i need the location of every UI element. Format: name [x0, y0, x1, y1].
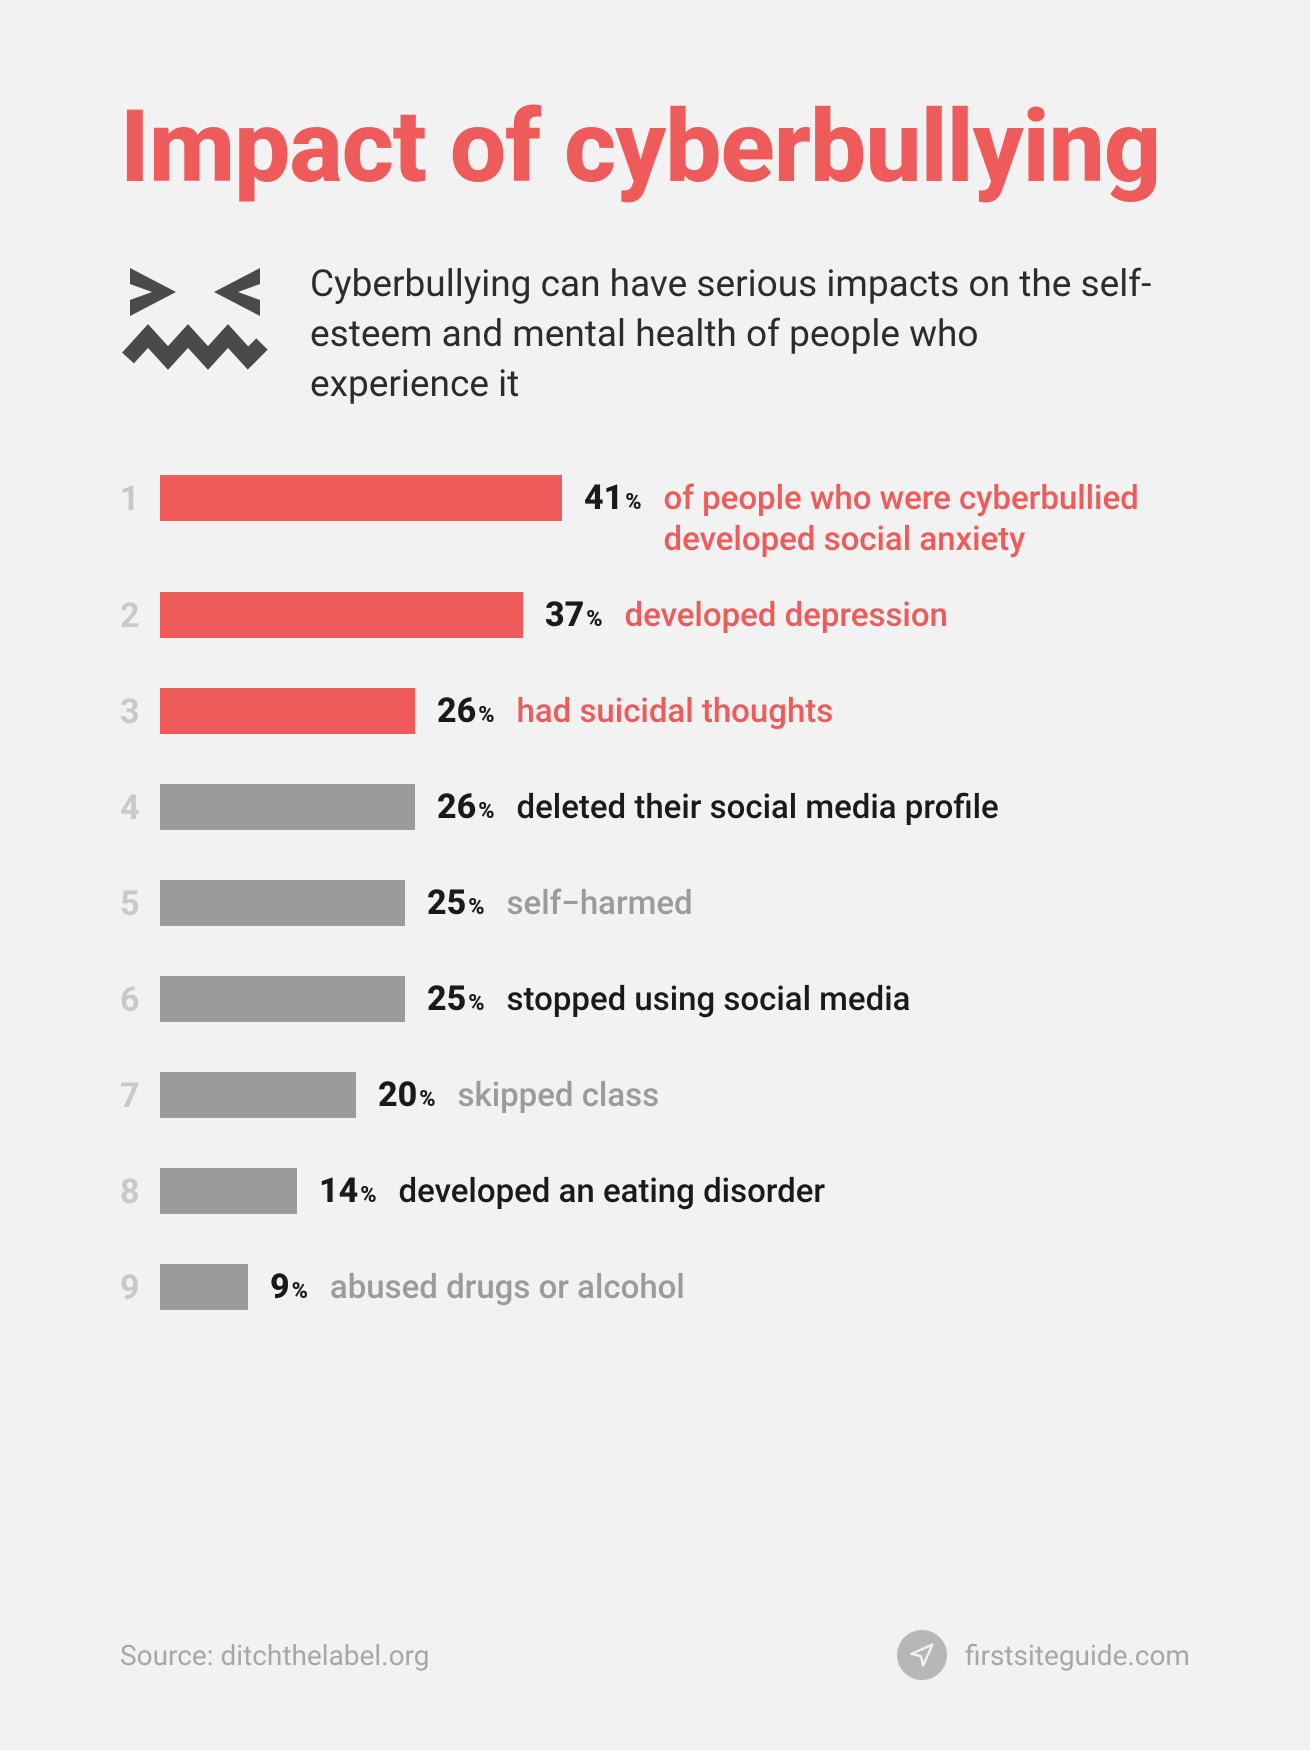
bar-row: 9 9% abused drugs or alcohol: [120, 1264, 1190, 1310]
percent-value: 9%: [270, 1267, 308, 1307]
source-prefix: Source:: [120, 1639, 221, 1672]
bar-text: 26% had suicidal thoughts: [415, 688, 1190, 732]
bar-row: 1 41% of people who were cyberbullied deve…: [120, 475, 1190, 561]
bar-wrap: [160, 592, 523, 638]
percent-value: 25%: [427, 979, 485, 1019]
bar: [160, 784, 415, 830]
bar-wrap: [160, 475, 562, 521]
bar-chart: 1 41% of people who were cyberbullied deve…: [120, 475, 1190, 1361]
bar: [160, 1072, 356, 1118]
page-title: Impact of cyberbullying: [120, 95, 1190, 200]
bar: [160, 475, 562, 521]
bar-wrap: [160, 1264, 248, 1310]
percent-sign: %: [419, 1087, 435, 1112]
bar-text: 25% stopped using social media: [405, 976, 1190, 1020]
bar-wrap: [160, 880, 405, 926]
percent-value: 26%: [437, 787, 495, 827]
bar-row: 4 26% deleted their social media profile: [120, 784, 1190, 830]
percent-sign: %: [360, 1183, 376, 1208]
percent-value: 14%: [319, 1171, 377, 1211]
percent-sign: %: [478, 703, 494, 728]
bar-text: 20% skipped class: [356, 1072, 1190, 1116]
rank-number: 4: [120, 784, 160, 828]
infographic-page: Impact of cyberbullying Cyberbullying ca…: [0, 0, 1310, 1750]
bar-label: deleted their social media profile: [517, 787, 999, 828]
bar-text: 41% of people who were cyberbullied devel…: [562, 475, 1190, 561]
bar: [160, 1168, 297, 1214]
bar-wrap: [160, 1072, 356, 1118]
percent-sign: %: [586, 607, 602, 632]
rank-number: 7: [120, 1072, 160, 1116]
bar-row: 7 20% skipped class: [120, 1072, 1190, 1118]
bar-label: abused drugs or alcohol: [330, 1267, 685, 1308]
percent-value: 25%: [427, 883, 485, 923]
rank-number: 8: [120, 1168, 160, 1212]
bar-label: self−harmed: [507, 883, 693, 924]
subtitle: Cyberbullying can have serious impacts o…: [310, 260, 1160, 410]
bar-label: stopped using social media: [507, 979, 911, 1020]
percent-sign: %: [292, 1279, 308, 1304]
bar-wrap: [160, 1168, 297, 1214]
bar-text: 14% developed an eating disorder: [297, 1168, 1190, 1212]
bar: [160, 1264, 248, 1310]
percent-sign: %: [625, 490, 641, 515]
bar-text: 37% developed depression: [523, 592, 1190, 636]
bar: [160, 688, 415, 734]
percent-value: 20%: [378, 1075, 436, 1115]
bar-text: 26% deleted their social media profile: [415, 784, 1190, 828]
bar: [160, 880, 405, 926]
footer: Source: ditchthelabel.org firstsiteguide…: [120, 1630, 1190, 1680]
bar-text: 9% abused drugs or alcohol: [248, 1264, 1190, 1308]
source-name: ditchthelabel.org: [221, 1639, 430, 1672]
percent-value: 41%: [584, 478, 642, 518]
source-text: Source: ditchthelabel.org: [120, 1639, 430, 1672]
bar-wrap: [160, 976, 405, 1022]
bar-row: 3 26% had suicidal thoughts: [120, 688, 1190, 734]
bar-label: skipped class: [458, 1075, 660, 1116]
rank-number: 6: [120, 976, 160, 1020]
bar-row: 2 37% developed depression: [120, 592, 1190, 638]
bar-wrap: [160, 784, 415, 830]
bar: [160, 976, 405, 1022]
bar-label: developed an eating disorder: [399, 1171, 826, 1212]
brand-text: firstsiteguide.com: [965, 1639, 1190, 1672]
rank-number: 5: [120, 880, 160, 924]
bar-label: of people who were cyberbullied develope…: [664, 478, 1190, 561]
bar-wrap: [160, 688, 415, 734]
bar-row: 6 25% stopped using social media: [120, 976, 1190, 1022]
percent-sign: %: [468, 991, 484, 1016]
bar-text: 25% self−harmed: [405, 880, 1190, 924]
percent-sign: %: [468, 895, 484, 920]
rank-number: 9: [120, 1264, 160, 1308]
percent-value: 37%: [545, 595, 603, 635]
paper-plane-icon: [897, 1630, 947, 1680]
bar-label: developed depression: [625, 595, 948, 636]
bar-row: 5 25% self−harmed: [120, 880, 1190, 926]
rank-number: 2: [120, 592, 160, 636]
bar-row: 8 14% developed an eating disorder: [120, 1168, 1190, 1214]
bar-label: had suicidal thoughts: [517, 691, 834, 732]
brand: firstsiteguide.com: [897, 1630, 1190, 1680]
percent-value: 26%: [437, 691, 495, 731]
rank-number: 3: [120, 688, 160, 732]
percent-sign: %: [478, 799, 494, 824]
worried-face-icon: [120, 260, 270, 370]
intro-row: Cyberbullying can have serious impacts o…: [120, 260, 1190, 410]
rank-number: 1: [120, 475, 160, 519]
bar: [160, 592, 523, 638]
